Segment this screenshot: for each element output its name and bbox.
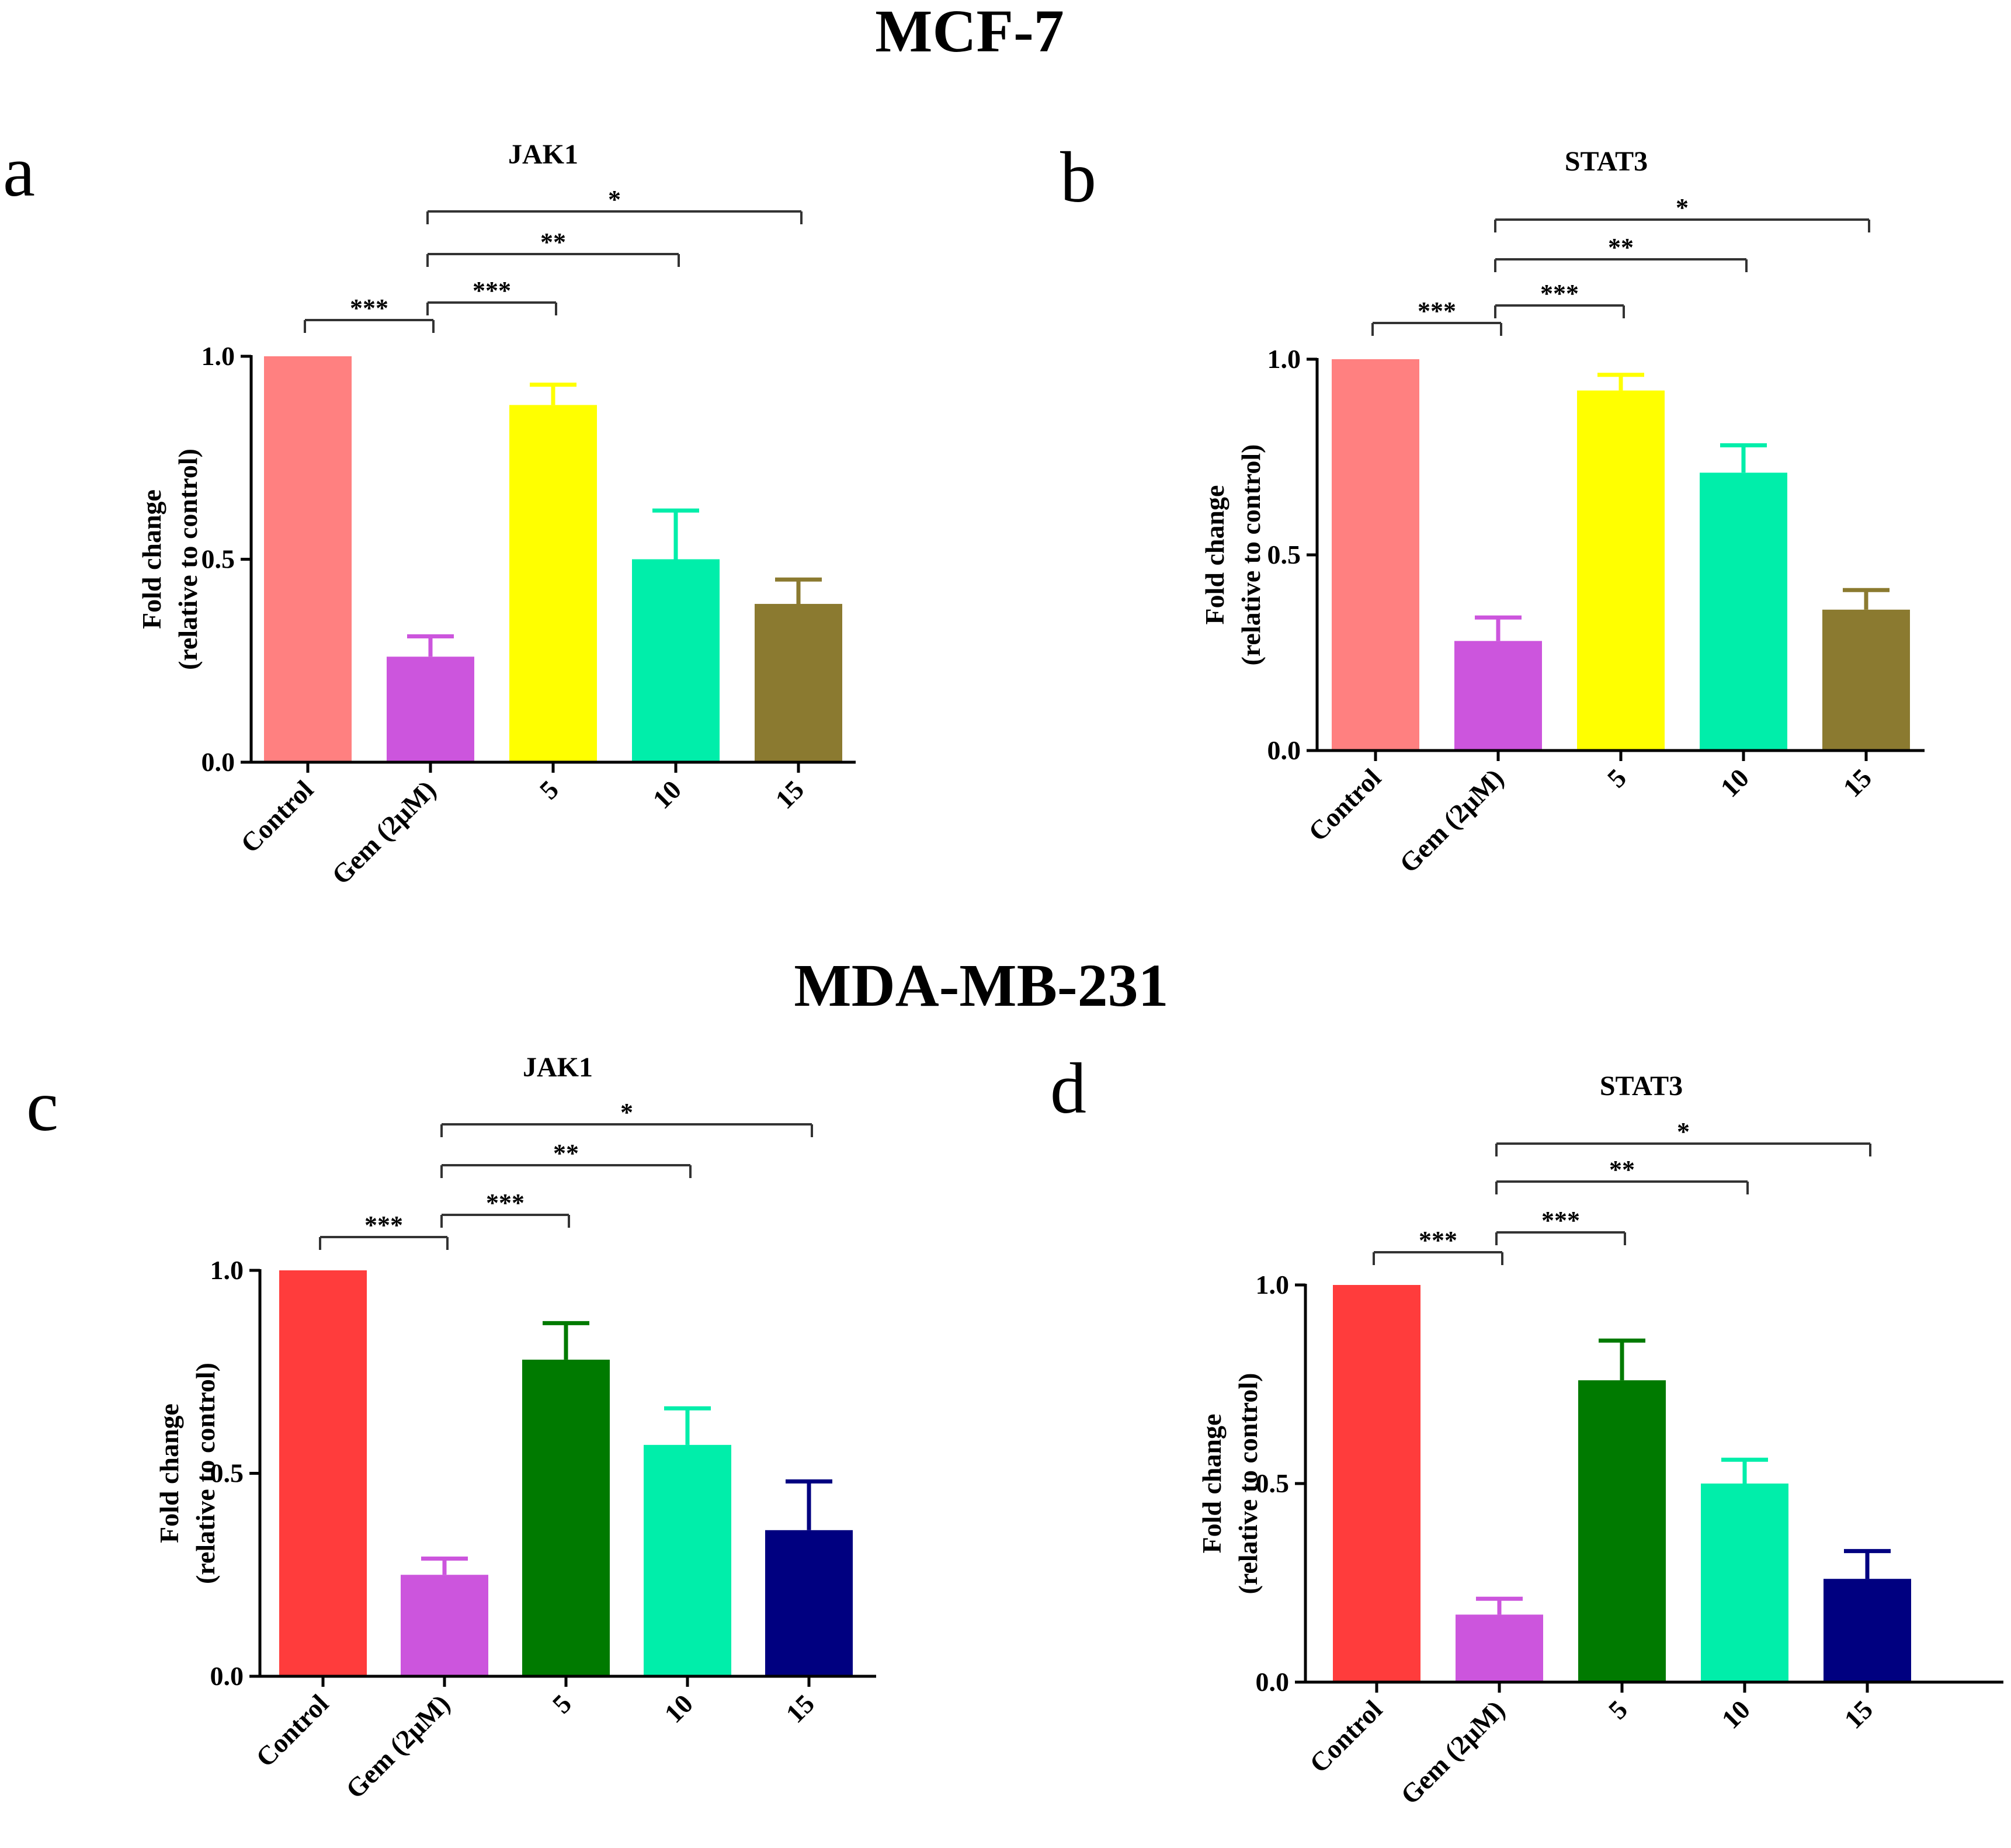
significance-label: **	[1608, 233, 1634, 262]
bar-1	[1456, 1614, 1543, 1682]
x-tick-label: 5	[1603, 1694, 1633, 1725]
section-title-mcf7: MCF-7	[875, 0, 1064, 65]
significance-label: *	[1677, 1117, 1690, 1146]
y-tick-label: 0.0	[210, 1661, 244, 1691]
significance-label: *	[608, 185, 621, 214]
y-tick-label: 1.0	[202, 341, 235, 371]
y-axis-label-line: (relative to control)	[1236, 444, 1266, 666]
section-title-mda-mb-231: MDA-MB-231	[794, 952, 1168, 1019]
bar-3	[644, 1444, 731, 1676]
x-tick-label: 10	[1715, 1694, 1756, 1735]
y-tick-label: 1.0	[1267, 344, 1301, 374]
y-axis-label: Fold change (relative to control)	[1200, 444, 1266, 666]
significance-label: ***	[1419, 1226, 1457, 1255]
panel-letter-a: a	[3, 131, 35, 211]
significance-label: *	[620, 1098, 633, 1127]
x-tick-label: 10	[658, 1689, 699, 1729]
bar-1	[1454, 641, 1542, 751]
bar-4	[1824, 1579, 1911, 1682]
significance-label: **	[540, 228, 566, 256]
y-axis-label-line: Fold change	[1200, 485, 1229, 625]
x-tick-label: Control	[1303, 763, 1387, 847]
bar-4	[1822, 609, 1910, 751]
chart-panel-c: c JAK1 Fold change (relative to control) 0.0…	[26, 1052, 876, 1804]
x-tick-label: 15	[769, 774, 810, 815]
significance-label: **	[553, 1139, 579, 1168]
x-tick-label: 15	[1837, 763, 1877, 803]
x-tick-label: Gem (2μM)	[340, 1689, 456, 1804]
y-axis-label-line: Fold change	[154, 1404, 184, 1543]
x-tick-label: Gem (2μM)	[1394, 763, 1509, 878]
panel-letter-c: c	[26, 1066, 58, 1146]
bar-2	[509, 405, 597, 762]
y-axis-label: Fold change (relative to control)	[154, 1363, 220, 1584]
y-tick-label: 0.0	[1267, 735, 1301, 765]
panel-letter-b: b	[1060, 137, 1096, 217]
x-tick-label: 5	[1602, 763, 1632, 793]
significance-label: ***	[350, 294, 388, 322]
y-axis-label-line: Fold change	[1197, 1414, 1227, 1554]
chart-panel-a: a JAK1 Fold change (relative to control) 0.0…	[3, 131, 856, 890]
x-tick-label: Control	[250, 1689, 334, 1773]
bar-4	[765, 1530, 853, 1676]
bar-1	[401, 1575, 488, 1676]
significance-label: ***	[1540, 279, 1579, 308]
x-tick-label: Gem (2μM)	[326, 774, 442, 890]
y-axis-label-line: (relative to control)	[190, 1363, 220, 1584]
x-tick-label: 10	[1714, 763, 1755, 803]
bar-2	[1578, 1380, 1666, 1682]
y-axis-label-line: Fold change	[137, 489, 166, 629]
y-tick-label: 0.5	[210, 1458, 244, 1488]
chart-title: JAK1	[508, 139, 578, 170]
significance-label: ***	[473, 276, 511, 305]
bar-0	[1332, 359, 1419, 751]
y-axis-label-line: (relative to control)	[173, 449, 203, 670]
x-tick-label: Gem (2μM)	[1395, 1694, 1510, 1810]
y-tick-label: 0.5	[202, 544, 235, 574]
bar-2	[522, 1359, 610, 1676]
y-axis-label-line: (relative to control)	[1233, 1373, 1263, 1595]
significance-label: ***	[364, 1211, 403, 1239]
bar-2	[1577, 390, 1665, 751]
x-tick-label: 15	[780, 1689, 820, 1729]
y-axis-label: Fold change (relative to control)	[137, 449, 203, 670]
x-tick-label: 5	[534, 774, 564, 805]
panel-letter-d: d	[1050, 1048, 1086, 1128]
y-tick-label: 1.0	[1256, 1270, 1290, 1300]
chart-title: JAK1	[523, 1052, 593, 1083]
bar-4	[755, 603, 842, 762]
bar-0	[1333, 1285, 1420, 1682]
bar-3	[632, 559, 720, 762]
significance-label: ***	[1541, 1206, 1580, 1235]
significance-label: **	[1609, 1155, 1635, 1184]
x-tick-label: Control	[1304, 1694, 1388, 1778]
y-tick-label: 0.5	[1256, 1468, 1290, 1498]
bar-0	[264, 356, 352, 762]
chart-title: STAT3	[1600, 1071, 1683, 1102]
bar-1	[387, 656, 474, 762]
y-tick-label: 0.5	[1267, 540, 1301, 569]
bar-3	[1701, 1484, 1788, 1682]
significance-label: ***	[486, 1189, 525, 1217]
x-tick-label: Control	[235, 774, 319, 859]
significance-label: *	[1676, 193, 1689, 222]
x-tick-label: 10	[647, 774, 687, 815]
y-tick-label: 0.0	[202, 747, 235, 777]
chart-title: STAT3	[1565, 146, 1648, 177]
bar-0	[279, 1270, 367, 1676]
y-axis-label: Fold change (relative to control)	[1197, 1373, 1263, 1595]
bar-3	[1700, 473, 1787, 751]
y-tick-label: 0.0	[1256, 1667, 1290, 1697]
x-tick-label: 5	[547, 1689, 577, 1719]
y-tick-label: 1.0	[210, 1255, 244, 1285]
significance-label: ***	[1418, 297, 1456, 325]
x-tick-label: 15	[1838, 1694, 1878, 1735]
